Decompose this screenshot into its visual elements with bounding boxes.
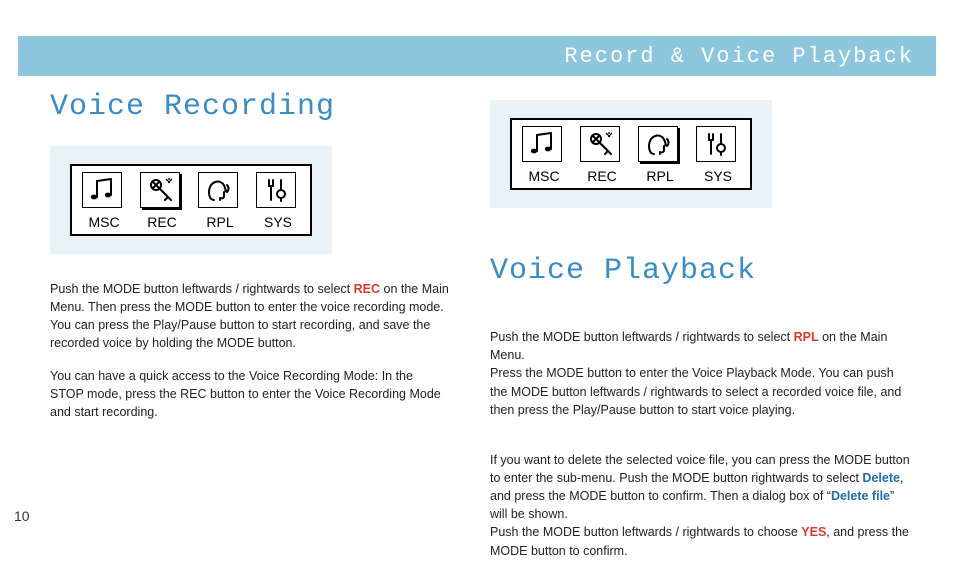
mic-icon (580, 126, 620, 162)
menu-item-rpl: RPL (636, 126, 684, 184)
menu-label: SYS (264, 214, 292, 230)
kw-yes: YES (801, 525, 826, 539)
head-speak-icon (638, 126, 678, 162)
left-menu: MSC REC RPL SYS (70, 164, 312, 236)
menu-label: SYS (704, 168, 732, 184)
head-speak-icon-wrap (198, 172, 242, 212)
menu-label: REC (147, 214, 177, 230)
kw-delete-file: Delete file (831, 489, 890, 503)
right-menu-panel: MSC REC RPL SYS (490, 100, 772, 208)
menu-label: RPL (646, 168, 673, 184)
mic-icon (140, 172, 180, 208)
right-p2: If you want to delete the selected voice… (490, 433, 910, 560)
right-heading: Voice Playback (490, 254, 910, 288)
left-heading: Voice Recording (50, 90, 450, 124)
left-column: Voice Recording MSC REC RPL SYS Push the MO… (50, 90, 450, 435)
head-speak-icon-wrap (638, 126, 682, 166)
left-menu-panel: MSC REC RPL SYS (50, 146, 332, 254)
menu-label: MSC (88, 214, 119, 230)
kw-rec: REC (354, 282, 380, 296)
left-p2: You can have a quick access to the Voice… (50, 367, 450, 421)
music-note-icon (82, 172, 122, 208)
kw-rpl: RPL (794, 330, 819, 344)
left-p1: Push the MODE button leftwards / rightwa… (50, 280, 450, 353)
menu-item-sys: SYS (694, 126, 742, 184)
tools-icon-wrap (696, 126, 740, 166)
menu-label: RPL (206, 214, 233, 230)
text: Push the MODE button leftwards / rightwa… (50, 282, 354, 296)
kw-delete: Delete (862, 471, 900, 485)
music-note-icon-wrap (522, 126, 566, 166)
right-body: Push the MODE button leftwards / rightwa… (490, 310, 910, 560)
page-number: 10 (14, 508, 30, 524)
music-note-icon (522, 126, 562, 162)
header-bar: Record & Voice Playback (18, 36, 936, 76)
menu-item-rec: REC (138, 172, 186, 230)
music-note-icon-wrap (82, 172, 126, 212)
menu-item-msc: MSC (520, 126, 568, 184)
right-p1: Push the MODE button leftwards / rightwa… (490, 310, 910, 419)
menu-label: MSC (528, 168, 559, 184)
menu-item-sys: SYS (254, 172, 302, 230)
text: Push the MODE button leftwards / rightwa… (490, 330, 794, 344)
left-body: Push the MODE button leftwards / rightwa… (50, 280, 450, 421)
menu-item-msc: MSC (80, 172, 128, 230)
right-menu: MSC REC RPL SYS (510, 118, 752, 190)
tools-icon (256, 172, 296, 208)
tools-icon-wrap (256, 172, 300, 212)
mic-icon-wrap (580, 126, 624, 166)
menu-label: REC (587, 168, 617, 184)
text: If you want to delete the selected voice… (490, 453, 910, 485)
head-speak-icon (198, 172, 238, 208)
right-column: MSC REC RPL SYS Voice Playback Push the MOD… (490, 100, 910, 574)
mic-icon-wrap (140, 172, 184, 212)
header-title: Record & Voice Playback (564, 44, 914, 69)
menu-item-rec: REC (578, 126, 626, 184)
page: Record & Voice Playback Voice Recording … (0, 0, 954, 534)
tools-icon (696, 126, 736, 162)
menu-item-rpl: RPL (196, 172, 244, 230)
